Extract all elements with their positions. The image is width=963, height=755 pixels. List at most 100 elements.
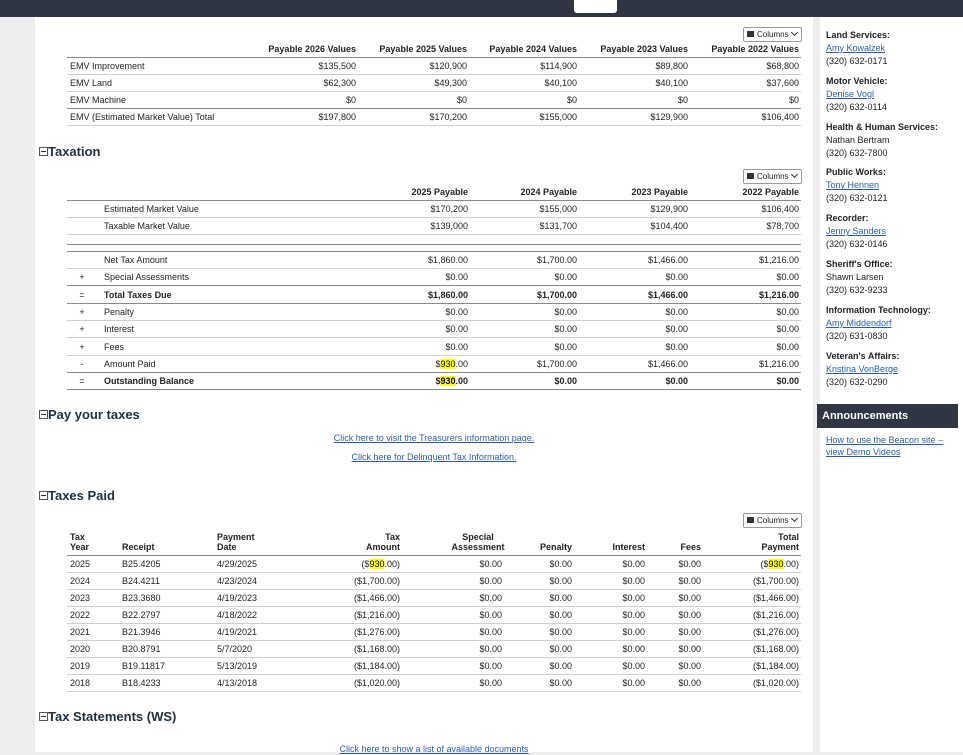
row-divider: [67, 555, 801, 556]
column-header: 2024 Payable: [520, 187, 577, 197]
cell-value: $0.00: [554, 324, 577, 335]
cell-value: $0.00: [665, 306, 688, 317]
operator-sign: +: [79, 272, 85, 283]
section-toggle[interactable]: [39, 147, 48, 156]
row-divider: [67, 74, 801, 75]
cell-value: $135,500: [318, 61, 356, 71]
row-label: EMV Land: [70, 78, 113, 88]
cell-value: 2018: [70, 678, 91, 688]
cell-value: ($1,276.00): [752, 627, 799, 637]
search-highlight: 930: [440, 376, 456, 387]
cell-value: $155,000: [539, 204, 577, 214]
cell-value: $114,900: [540, 61, 577, 71]
cell-value: $930.00: [435, 376, 468, 387]
cell-value: ($1,184.00): [353, 661, 400, 671]
cell-value: $0.00: [549, 644, 572, 654]
cell-value: $0.00: [776, 341, 799, 352]
column-header: Fees: [680, 542, 701, 552]
column-header: Payment: [217, 532, 255, 542]
cell-value: $104,400: [650, 221, 688, 231]
contact-phone: (320) 632-0114: [826, 101, 887, 112]
contact-name: Nathan Bertram: [826, 134, 890, 145]
contact-department: Land Services:: [826, 30, 891, 40]
contact-name[interactable]: Jenny Sanders: [826, 226, 887, 237]
cell-value: $0.00: [549, 593, 572, 603]
cell-value: $139,000: [430, 221, 468, 231]
cell-value: $0.00: [622, 627, 645, 637]
info-link[interactable]: Click here to visit the Treasurers infor…: [333, 433, 535, 443]
cell-value: $0.00: [622, 644, 645, 654]
columns-button[interactable]: Columns: [743, 169, 802, 184]
contact-department: Veteran's Affairs:: [826, 350, 900, 361]
section-toggle[interactable]: [39, 491, 48, 500]
columns-icon: [747, 31, 754, 37]
cell-value: 4/18/2022: [217, 610, 258, 620]
contact-name[interactable]: Tony Hennen: [826, 180, 880, 191]
info-link[interactable]: Click here for Delinquent Tax Informatio…: [351, 452, 517, 462]
contact-name: Shawn Larsen: [826, 272, 884, 282]
contact-department: Public Works:: [826, 167, 886, 178]
cell-value: 2025: [70, 559, 91, 569]
contact-department: Recorder:: [826, 213, 869, 224]
row-divider: [67, 606, 801, 607]
cell-value: $0: [456, 95, 467, 105]
row-label: Taxable Market Value: [104, 221, 190, 231]
contact-name[interactable]: Denise Vogl: [826, 88, 875, 99]
columns-button[interactable]: Columns: [743, 27, 802, 42]
cell-value: $0.00: [479, 593, 502, 603]
top-bar: [0, 0, 963, 17]
contact-name[interactable]: Kristina VonBerge: [826, 363, 899, 374]
contact-department: Sheriff's Office:: [826, 259, 893, 269]
cell-value: B22.2797: [122, 610, 161, 620]
row-label: Outstanding Balance: [104, 376, 195, 387]
cell-value: $0.00: [554, 306, 577, 317]
section-toggle[interactable]: [39, 410, 48, 419]
row-divider: [67, 251, 801, 252]
cell-value: $1,466.00: [647, 289, 688, 300]
cell-value: $0.00: [479, 627, 502, 637]
row-label: Penalty: [104, 306, 135, 317]
cell-value: ($1,020.00): [353, 678, 400, 688]
documents-link[interactable]: Click here to show a list of available d…: [339, 744, 529, 754]
row-label: Interest: [104, 324, 135, 335]
cell-value: 4/29/2025: [217, 559, 258, 569]
row-divider: [67, 337, 801, 339]
cell-value: $0.00: [479, 559, 502, 569]
operator-sign: +: [79, 306, 85, 317]
announcement-link[interactable]: How to use the Beacon site – view Demo V…: [826, 435, 944, 457]
cell-value: $0.00: [549, 610, 572, 620]
cell-value: $0.00: [622, 678, 645, 688]
contact-name[interactable]: Amy Kowalzek: [826, 43, 886, 53]
columns-icon: [747, 173, 754, 179]
cell-value: $170,200: [429, 112, 467, 122]
row-divider: [67, 244, 801, 245]
cell-value: B19.11817: [122, 661, 165, 671]
dropdown-chevron: [790, 28, 799, 37]
row-label: Net Tax Amount: [104, 255, 168, 265]
contact-name[interactable]: Amy Middendorf: [826, 317, 892, 328]
cell-value: $0.00: [549, 576, 572, 586]
cell-value: $0.00: [445, 324, 468, 335]
column-header: 2025 Payable: [411, 187, 468, 197]
cell-value: ($1,466.00): [752, 593, 799, 603]
cell-value: ($1,700.00): [353, 576, 400, 586]
row-divider: [67, 589, 801, 590]
cell-value: 2023: [70, 593, 91, 603]
cell-value: $0.00: [554, 341, 577, 352]
columns-button[interactable]: Columns: [743, 513, 802, 528]
operator-sign: +: [79, 341, 85, 352]
row-label: Total Taxes Due: [104, 289, 172, 300]
cell-value: $197,800: [318, 112, 356, 122]
dropdown-chevron: [790, 514, 799, 523]
row-divider: [67, 354, 801, 356]
cell-value: ($1,168.00): [752, 644, 799, 654]
section-toggle[interactable]: [39, 712, 48, 721]
cell-value: $0.00: [554, 272, 577, 283]
cell-value: $0.00: [678, 627, 701, 637]
top-tab[interactable]: [574, 0, 617, 13]
contact-phone: (320) 632-0121: [826, 193, 888, 204]
row-divider: [67, 302, 801, 304]
section-title: Pay your taxes: [48, 407, 140, 422]
cell-value: $1,860.00: [427, 289, 468, 300]
cell-value: ($1,276.00): [353, 627, 400, 637]
